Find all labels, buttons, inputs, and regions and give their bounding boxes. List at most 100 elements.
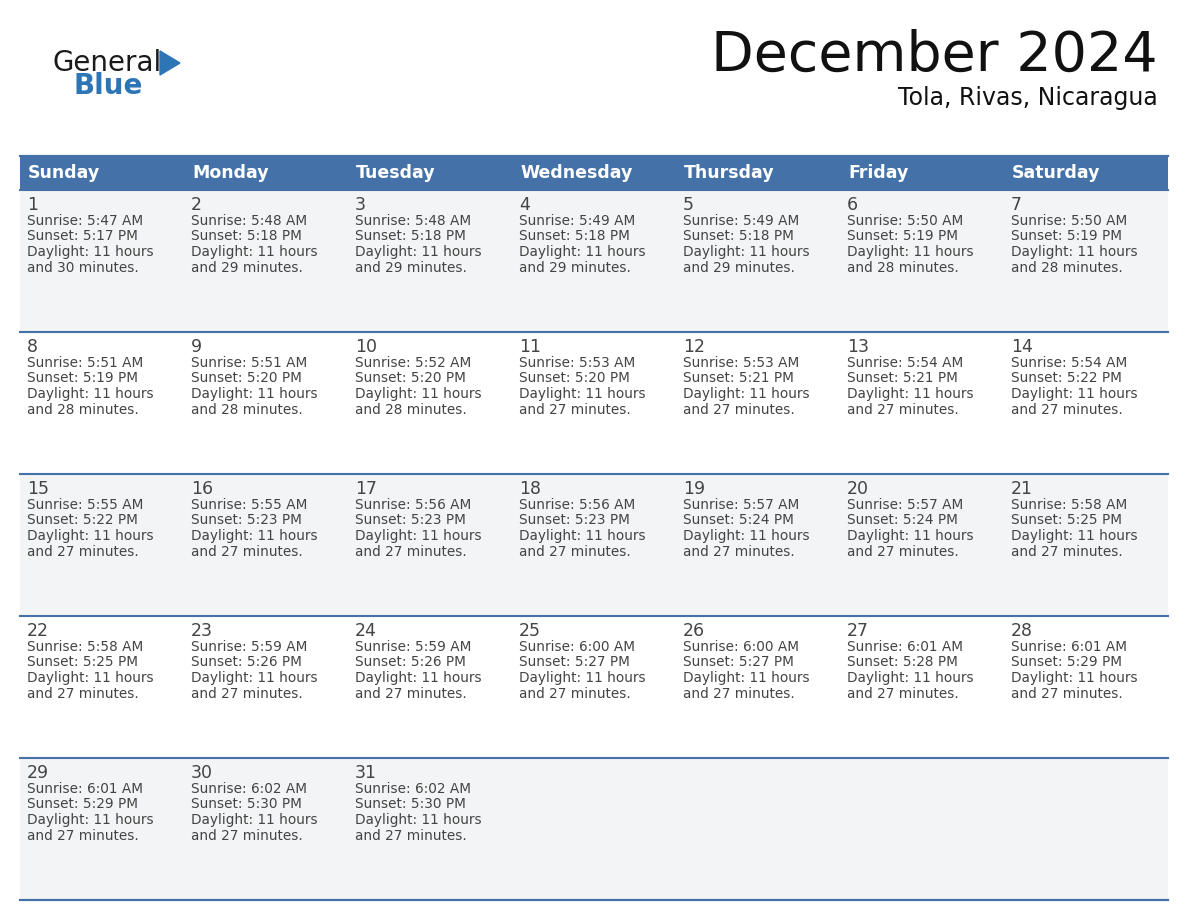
Text: Sunrise: 5:48 AM: Sunrise: 5:48 AM (191, 214, 308, 228)
Text: and 27 minutes.: and 27 minutes. (683, 544, 795, 558)
Bar (676, 616, 840, 758)
Text: Sunset: 5:19 PM: Sunset: 5:19 PM (847, 230, 958, 243)
Text: and 29 minutes.: and 29 minutes. (191, 261, 303, 274)
Text: Daylight: 11 hours: Daylight: 11 hours (683, 387, 810, 401)
Text: Friday: Friday (848, 164, 909, 182)
Text: Daylight: 11 hours: Daylight: 11 hours (519, 245, 645, 259)
Text: and 27 minutes.: and 27 minutes. (1011, 402, 1123, 417)
Text: Sunrise: 5:47 AM: Sunrise: 5:47 AM (27, 214, 143, 228)
Text: Sunrise: 5:52 AM: Sunrise: 5:52 AM (355, 356, 472, 370)
Text: Sunset: 5:18 PM: Sunset: 5:18 PM (683, 230, 794, 243)
Text: Wednesday: Wednesday (520, 164, 632, 182)
Text: 29: 29 (27, 764, 49, 782)
Text: Tola, Rivas, Nicaragua: Tola, Rivas, Nicaragua (898, 86, 1158, 110)
Text: 4: 4 (519, 196, 530, 214)
Text: 6: 6 (847, 196, 858, 214)
Text: Daylight: 11 hours: Daylight: 11 hours (355, 387, 481, 401)
Text: 21: 21 (1011, 480, 1034, 498)
Text: 22: 22 (27, 622, 49, 640)
Text: Sunrise: 6:01 AM: Sunrise: 6:01 AM (27, 782, 143, 796)
Bar (676, 758, 840, 900)
Text: Sunrise: 5:56 AM: Sunrise: 5:56 AM (355, 498, 472, 512)
Text: 28: 28 (1011, 622, 1034, 640)
Text: 30: 30 (191, 764, 213, 782)
Bar (840, 616, 1004, 758)
Bar (20, 332, 184, 474)
Text: Daylight: 11 hours: Daylight: 11 hours (519, 529, 645, 543)
Text: Sunset: 5:28 PM: Sunset: 5:28 PM (847, 655, 958, 669)
Bar (348, 332, 512, 474)
Text: and 29 minutes.: and 29 minutes. (355, 261, 467, 274)
Bar (20, 758, 184, 900)
Text: 17: 17 (355, 480, 377, 498)
Text: 14: 14 (1011, 338, 1032, 356)
Bar (1004, 190, 1168, 332)
Text: Sunrise: 5:58 AM: Sunrise: 5:58 AM (1011, 498, 1127, 512)
Text: Sunrise: 5:48 AM: Sunrise: 5:48 AM (355, 214, 472, 228)
Text: Sunrise: 5:49 AM: Sunrise: 5:49 AM (519, 214, 636, 228)
Text: Daylight: 11 hours: Daylight: 11 hours (847, 245, 974, 259)
Text: Sunset: 5:25 PM: Sunset: 5:25 PM (1011, 513, 1121, 528)
Bar (840, 190, 1004, 332)
Text: Daylight: 11 hours: Daylight: 11 hours (27, 671, 153, 685)
Bar (348, 616, 512, 758)
Text: Sunrise: 5:56 AM: Sunrise: 5:56 AM (519, 498, 636, 512)
Bar (184, 156, 348, 190)
Text: 3: 3 (355, 196, 366, 214)
Bar (676, 156, 840, 190)
Text: Sunset: 5:29 PM: Sunset: 5:29 PM (1011, 655, 1121, 669)
Text: Daylight: 11 hours: Daylight: 11 hours (191, 529, 317, 543)
Text: Daylight: 11 hours: Daylight: 11 hours (683, 671, 810, 685)
Text: Sunrise: 5:55 AM: Sunrise: 5:55 AM (27, 498, 144, 512)
Bar (20, 190, 184, 332)
Text: Sunrise: 6:01 AM: Sunrise: 6:01 AM (1011, 640, 1127, 654)
Text: and 29 minutes.: and 29 minutes. (519, 261, 631, 274)
Text: Saturday: Saturday (1012, 164, 1100, 182)
Text: 31: 31 (355, 764, 377, 782)
Bar (840, 758, 1004, 900)
Text: 7: 7 (1011, 196, 1022, 214)
Text: Sunrise: 6:01 AM: Sunrise: 6:01 AM (847, 640, 963, 654)
Text: Monday: Monday (192, 164, 268, 182)
Text: 25: 25 (519, 622, 541, 640)
Text: Sunday: Sunday (29, 164, 100, 182)
Text: and 27 minutes.: and 27 minutes. (519, 402, 631, 417)
Bar (1004, 758, 1168, 900)
Text: and 28 minutes.: and 28 minutes. (27, 402, 139, 417)
Text: Daylight: 11 hours: Daylight: 11 hours (847, 387, 974, 401)
Text: Sunrise: 6:00 AM: Sunrise: 6:00 AM (683, 640, 800, 654)
Bar (20, 616, 184, 758)
Text: and 27 minutes.: and 27 minutes. (27, 687, 139, 700)
Text: Daylight: 11 hours: Daylight: 11 hours (27, 529, 153, 543)
Text: Daylight: 11 hours: Daylight: 11 hours (355, 529, 481, 543)
Text: Daylight: 11 hours: Daylight: 11 hours (847, 529, 974, 543)
Text: Daylight: 11 hours: Daylight: 11 hours (683, 529, 810, 543)
Text: and 27 minutes.: and 27 minutes. (191, 829, 303, 843)
Bar (512, 190, 676, 332)
Text: Sunset: 5:30 PM: Sunset: 5:30 PM (191, 798, 302, 812)
Bar (20, 156, 184, 190)
Bar (676, 474, 840, 616)
Text: Sunset: 5:23 PM: Sunset: 5:23 PM (519, 513, 630, 528)
Text: Daylight: 11 hours: Daylight: 11 hours (191, 245, 317, 259)
Bar (1004, 332, 1168, 474)
Text: Sunrise: 5:50 AM: Sunrise: 5:50 AM (847, 214, 963, 228)
Text: Sunrise: 5:59 AM: Sunrise: 5:59 AM (191, 640, 308, 654)
Bar (512, 616, 676, 758)
Text: Sunset: 5:30 PM: Sunset: 5:30 PM (355, 798, 466, 812)
Text: Daylight: 11 hours: Daylight: 11 hours (355, 245, 481, 259)
Text: Sunset: 5:27 PM: Sunset: 5:27 PM (519, 655, 630, 669)
Text: 15: 15 (27, 480, 49, 498)
Text: 2: 2 (191, 196, 202, 214)
Text: and 27 minutes.: and 27 minutes. (519, 687, 631, 700)
Text: 19: 19 (683, 480, 706, 498)
Text: Sunset: 5:23 PM: Sunset: 5:23 PM (355, 513, 466, 528)
Bar (840, 156, 1004, 190)
Bar (184, 616, 348, 758)
Polygon shape (160, 51, 181, 75)
Text: 8: 8 (27, 338, 38, 356)
Text: Sunrise: 5:51 AM: Sunrise: 5:51 AM (191, 356, 308, 370)
Text: Daylight: 11 hours: Daylight: 11 hours (27, 387, 153, 401)
Text: Sunrise: 5:54 AM: Sunrise: 5:54 AM (847, 356, 963, 370)
Text: and 27 minutes.: and 27 minutes. (683, 687, 795, 700)
